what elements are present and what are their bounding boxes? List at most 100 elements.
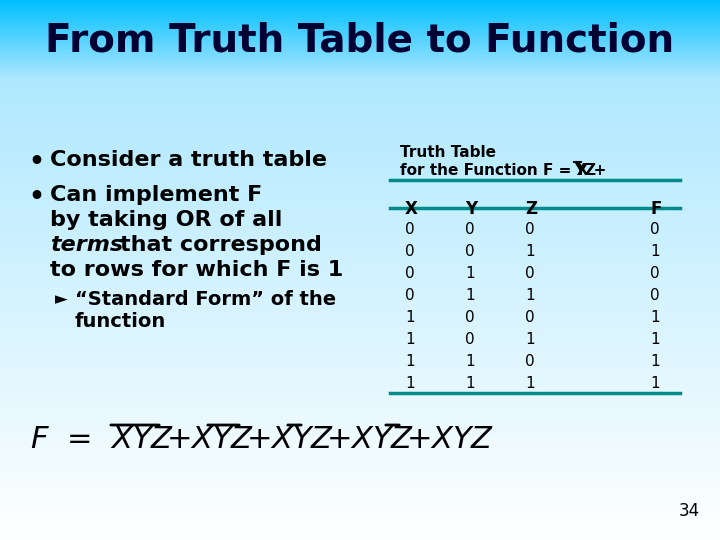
Bar [0, 430, 720, 434]
Bar [0, 278, 720, 282]
Bar [0, 71, 720, 72]
Bar [0, 37, 720, 38]
Bar [0, 310, 720, 315]
Bar [0, 531, 720, 535]
Bar [0, 282, 720, 287]
Bar [0, 77, 720, 78]
Text: $\mathit{XYZ}$: $\mathit{XYZ}$ [350, 426, 414, 455]
Bar [0, 383, 720, 388]
Bar [0, 140, 720, 144]
Text: 0: 0 [405, 288, 415, 303]
Bar [0, 31, 720, 32]
Bar [0, 232, 720, 237]
Bar [0, 163, 720, 167]
Bar [0, 213, 720, 218]
Bar [0, 8, 720, 9]
Bar [0, 62, 720, 63]
Text: $\mathit{F}$  =: $\mathit{F}$ = [30, 426, 91, 455]
Bar [0, 22, 720, 23]
Text: $\mathit{XYZ}$: $\mathit{XYZ}$ [190, 426, 254, 455]
Bar [0, 268, 720, 273]
Bar [0, 494, 720, 498]
Bar [0, 172, 720, 177]
Bar [0, 237, 720, 241]
Text: From Truth Table to Function: From Truth Table to Function [45, 21, 675, 59]
Bar [0, 526, 720, 531]
Text: 1: 1 [465, 266, 474, 281]
Text: $\mathit{XYZ}$: $\mathit{XYZ}$ [270, 426, 334, 455]
Text: F: F [650, 200, 662, 218]
Bar [0, 191, 720, 195]
Text: 1: 1 [525, 376, 535, 391]
Text: 0: 0 [650, 288, 660, 303]
Bar [0, 296, 720, 301]
Bar [0, 434, 720, 439]
Text: +: + [167, 426, 193, 455]
Text: Can implement F: Can implement F [50, 185, 262, 205]
Bar [0, 402, 720, 407]
Bar [0, 10, 720, 11]
Bar [0, 379, 720, 383]
Bar [0, 512, 720, 517]
Bar [0, 503, 720, 508]
Bar [0, 5, 720, 6]
Bar [0, 306, 720, 310]
Bar [0, 107, 720, 112]
Bar [0, 443, 720, 448]
Bar [0, 20, 720, 21]
Bar [0, 167, 720, 172]
Text: 1: 1 [650, 332, 660, 347]
Bar [0, 181, 720, 186]
Bar [0, 40, 720, 41]
Text: +: + [247, 426, 273, 455]
Text: terms: terms [50, 235, 123, 255]
Bar [0, 89, 720, 94]
Bar [0, 324, 720, 328]
Bar [0, 53, 720, 55]
Bar [0, 21, 720, 22]
Text: 0: 0 [525, 222, 535, 237]
Bar [0, 195, 720, 200]
Bar [0, 59, 720, 60]
Bar [0, 78, 720, 79]
Bar [0, 448, 720, 453]
Bar [0, 126, 720, 131]
Bar [0, 522, 720, 526]
Text: 1: 1 [525, 244, 535, 259]
Bar [0, 15, 720, 16]
Bar [0, 69, 720, 70]
Bar [0, 32, 720, 33]
Bar [0, 374, 720, 379]
Bar [0, 45, 720, 46]
Bar [0, 24, 720, 25]
Bar [0, 29, 720, 30]
Bar [0, 66, 720, 67]
Bar [0, 259, 720, 264]
Bar [0, 356, 720, 361]
Bar [0, 315, 720, 319]
Bar [0, 16, 720, 17]
Bar [0, 58, 720, 59]
Bar [0, 186, 720, 191]
Bar [0, 30, 720, 31]
Bar [0, 18, 720, 19]
Bar [0, 72, 720, 73]
Bar [0, 60, 720, 61]
Bar [0, 6, 720, 7]
Text: 0: 0 [650, 222, 660, 237]
Bar [0, 12, 720, 13]
Bar [0, 3, 720, 4]
Bar [0, 489, 720, 494]
Text: 0: 0 [525, 354, 535, 369]
Bar [0, 68, 720, 69]
Text: 0: 0 [405, 222, 415, 237]
Bar [0, 103, 720, 107]
Text: 1: 1 [465, 354, 474, 369]
Bar [0, 149, 720, 153]
Bar [0, 63, 720, 64]
Bar [0, 462, 720, 467]
Bar [0, 158, 720, 163]
Bar [0, 498, 720, 503]
Bar [0, 7, 720, 8]
Bar [0, 23, 720, 24]
